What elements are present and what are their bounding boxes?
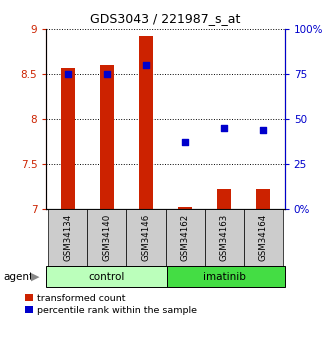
Bar xyxy=(166,209,205,266)
Bar xyxy=(139,36,153,209)
Bar xyxy=(256,189,270,209)
Point xyxy=(182,140,188,145)
Text: GSM34146: GSM34146 xyxy=(141,213,151,260)
Text: GSM34163: GSM34163 xyxy=(219,213,229,260)
Point xyxy=(65,71,71,77)
Bar xyxy=(48,209,87,266)
Legend: transformed count, percentile rank within the sample: transformed count, percentile rank withi… xyxy=(24,294,197,315)
Text: GSM34162: GSM34162 xyxy=(180,213,190,260)
Text: control: control xyxy=(89,272,125,282)
Bar xyxy=(217,189,231,209)
Text: imatinib: imatinib xyxy=(203,272,246,282)
Point xyxy=(143,62,149,68)
Bar xyxy=(126,209,166,266)
Bar xyxy=(46,266,167,287)
Bar xyxy=(178,207,192,209)
Point xyxy=(260,127,266,132)
Bar xyxy=(205,209,244,266)
Point xyxy=(104,71,110,77)
Text: agent: agent xyxy=(3,272,33,282)
Text: GSM34164: GSM34164 xyxy=(259,213,268,260)
Bar xyxy=(244,209,283,266)
Text: GDS3043 / 221987_s_at: GDS3043 / 221987_s_at xyxy=(90,12,241,25)
Bar xyxy=(61,68,75,209)
Text: ▶: ▶ xyxy=(31,272,40,282)
Bar xyxy=(100,65,114,209)
Text: GSM34134: GSM34134 xyxy=(63,213,72,260)
Point xyxy=(221,125,227,131)
Bar xyxy=(87,209,126,266)
Text: GSM34140: GSM34140 xyxy=(102,213,112,260)
Bar xyxy=(167,266,285,287)
